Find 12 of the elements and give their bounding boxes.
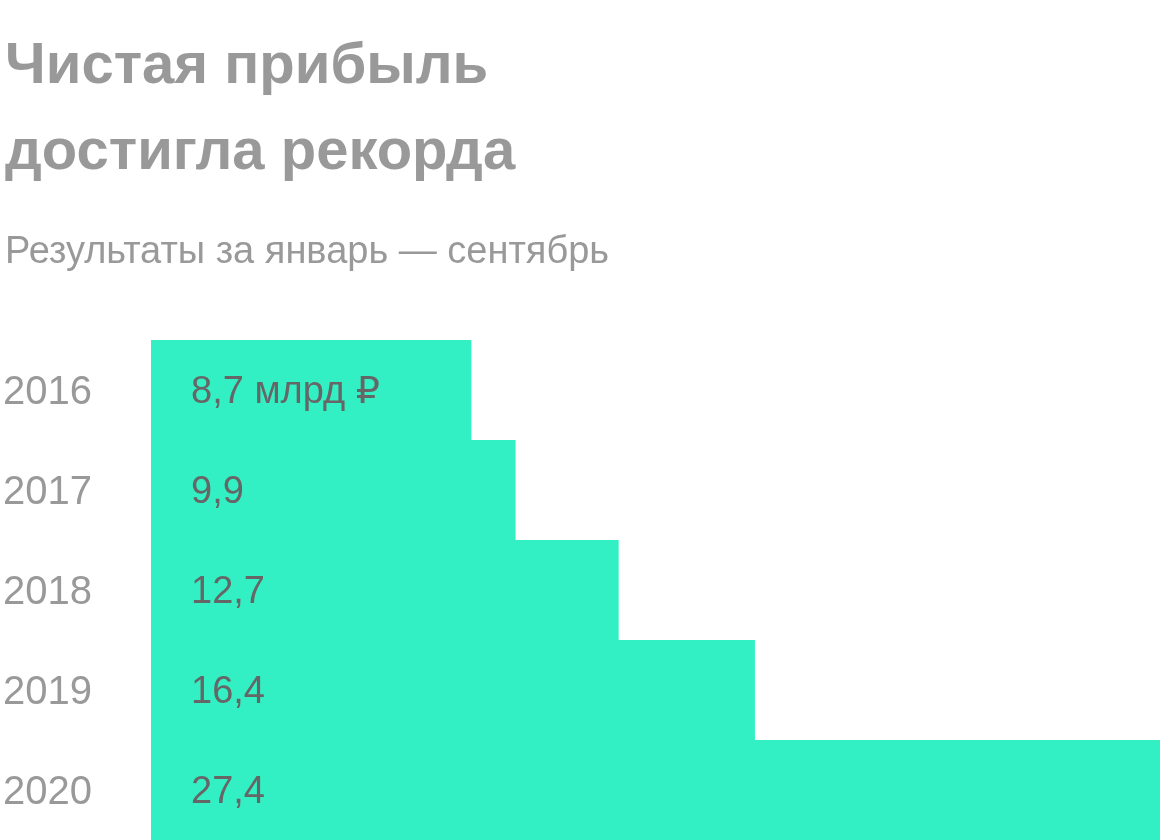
data-label: 8,7 млрд ₽ (191, 369, 380, 411)
y-tick-label: 2017 (3, 468, 92, 512)
data-label: 27,4 (191, 769, 265, 811)
chart-subtitle: Результаты за январь — сентябрь (5, 229, 610, 271)
y-tick-label: 2019 (3, 668, 92, 712)
y-tick-label: 2018 (3, 568, 92, 612)
chart-title: Чистая прибыль достигла рекорда (5, 29, 516, 181)
y-tick-label: 2020 (3, 768, 92, 812)
y-tick-label: 2016 (3, 368, 92, 412)
data-label: 9,9 (191, 469, 244, 511)
data-label: 12,7 (191, 569, 265, 611)
data-label: 16,4 (191, 669, 265, 711)
